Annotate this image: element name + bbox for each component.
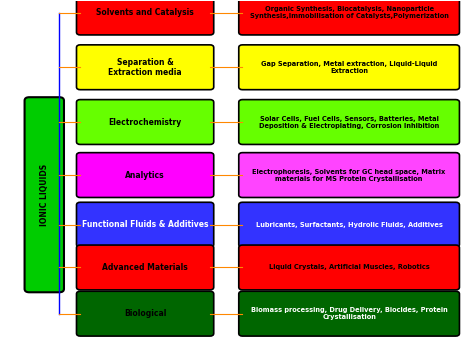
FancyBboxPatch shape — [239, 245, 459, 290]
FancyBboxPatch shape — [25, 97, 64, 292]
FancyBboxPatch shape — [76, 0, 214, 35]
FancyBboxPatch shape — [239, 0, 459, 35]
Text: Analytics: Analytics — [125, 170, 165, 179]
Text: Biomass processing, Drug Delivery, Biocides, Protein
Crystallisation: Biomass processing, Drug Delivery, Bioci… — [251, 307, 447, 320]
Text: Advanced Materials: Advanced Materials — [102, 263, 188, 272]
FancyBboxPatch shape — [239, 291, 459, 336]
FancyBboxPatch shape — [239, 202, 459, 247]
FancyBboxPatch shape — [76, 152, 214, 197]
FancyBboxPatch shape — [76, 45, 214, 90]
FancyBboxPatch shape — [239, 100, 459, 145]
FancyBboxPatch shape — [76, 245, 214, 290]
FancyBboxPatch shape — [76, 291, 214, 336]
Text: Gap Separation, Metal extraction, Liquid-Liquid
Extraction: Gap Separation, Metal extraction, Liquid… — [261, 61, 437, 74]
Text: Electrophoresis, Solvents for GC head space, Matrix
materials for MS Protein Cry: Electrophoresis, Solvents for GC head sp… — [253, 169, 446, 181]
Text: Solvents and Catalysis: Solvents and Catalysis — [96, 8, 194, 17]
Text: Lubricants, Surfactants, Hydrolic Fluids, Additives: Lubricants, Surfactants, Hydrolic Fluids… — [255, 222, 443, 228]
Text: Functional Fluids & Additives: Functional Fluids & Additives — [82, 220, 209, 229]
Text: Liquid Crystals, Artificial Muscles, Robotics: Liquid Crystals, Artificial Muscles, Rob… — [269, 265, 429, 270]
FancyBboxPatch shape — [76, 202, 214, 247]
FancyBboxPatch shape — [239, 45, 459, 90]
Text: Separation &
Extraction media: Separation & Extraction media — [108, 58, 182, 77]
Text: Electrochemistry: Electrochemistry — [109, 118, 182, 127]
Text: Organic Synthesis, Biocatalysis, Nanoparticle
Synthesis,Immobilisation of Cataly: Organic Synthesis, Biocatalysis, Nanopar… — [250, 6, 448, 19]
FancyBboxPatch shape — [76, 100, 214, 145]
Text: Biological: Biological — [124, 309, 166, 318]
FancyBboxPatch shape — [239, 152, 459, 197]
Text: Solar Cells, Fuel Cells, Sensors, Batteries, Metal
Deposition & Electroplating, : Solar Cells, Fuel Cells, Sensors, Batter… — [259, 116, 439, 129]
Text: IONIC LIQUIDS: IONIC LIQUIDS — [40, 164, 49, 226]
